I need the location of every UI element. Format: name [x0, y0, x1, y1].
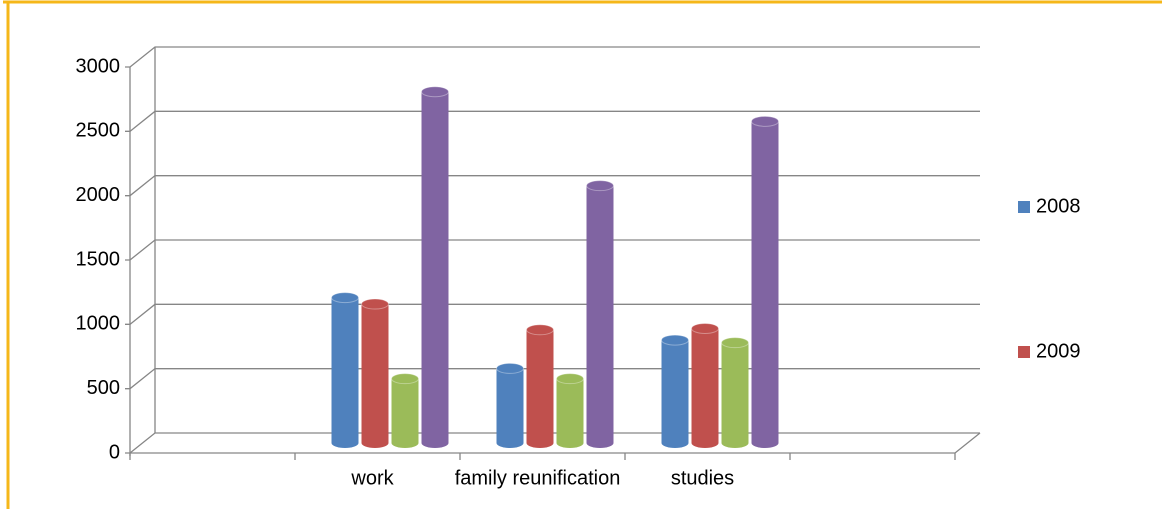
bar-top [421, 86, 449, 98]
y-tick-label: 3000 [76, 55, 121, 77]
x-tick-label: work [350, 467, 394, 489]
grid-line [125, 110, 980, 132]
y-tick-label: 500 [87, 377, 120, 399]
bar [586, 185, 614, 443]
grid-line [125, 175, 980, 197]
y-tick-label: 2500 [76, 120, 121, 142]
grid-line [125, 239, 980, 261]
bar-top [496, 362, 524, 374]
y-tick-label: 2000 [76, 184, 121, 206]
bar-top [586, 180, 614, 192]
x-tick-label: family reunification [455, 467, 621, 489]
bar [331, 297, 359, 443]
bar-top [526, 324, 554, 336]
y-tick-label: 1500 [76, 248, 121, 270]
x-tick-label: studies [671, 467, 734, 489]
bar-top [721, 337, 749, 349]
bar [526, 329, 554, 443]
bar [661, 340, 689, 443]
bar-top [391, 373, 419, 385]
y-tick-label: 0 [109, 441, 120, 463]
floor [130, 432, 981, 454]
bar [556, 378, 584, 443]
legend-label: 2008 [1036, 195, 1081, 217]
legend-label: 2009 [1036, 340, 1081, 362]
grid-line [125, 46, 980, 68]
bar-top [331, 292, 359, 304]
bar [361, 304, 389, 443]
grid-line [125, 368, 980, 390]
bar-top [691, 322, 719, 334]
bar [391, 378, 419, 443]
bar [421, 91, 449, 444]
bar-top [751, 115, 779, 127]
bar-top [361, 298, 389, 310]
y-tick-label: 1000 [76, 313, 121, 335]
legend-swatch [1018, 346, 1030, 358]
grid-line [125, 303, 980, 325]
legend-swatch [1018, 201, 1030, 213]
bar [721, 342, 749, 443]
bar [496, 368, 524, 443]
bar [691, 328, 719, 443]
bar-top [661, 334, 689, 346]
bar-top [556, 373, 584, 385]
bar [751, 121, 779, 443]
